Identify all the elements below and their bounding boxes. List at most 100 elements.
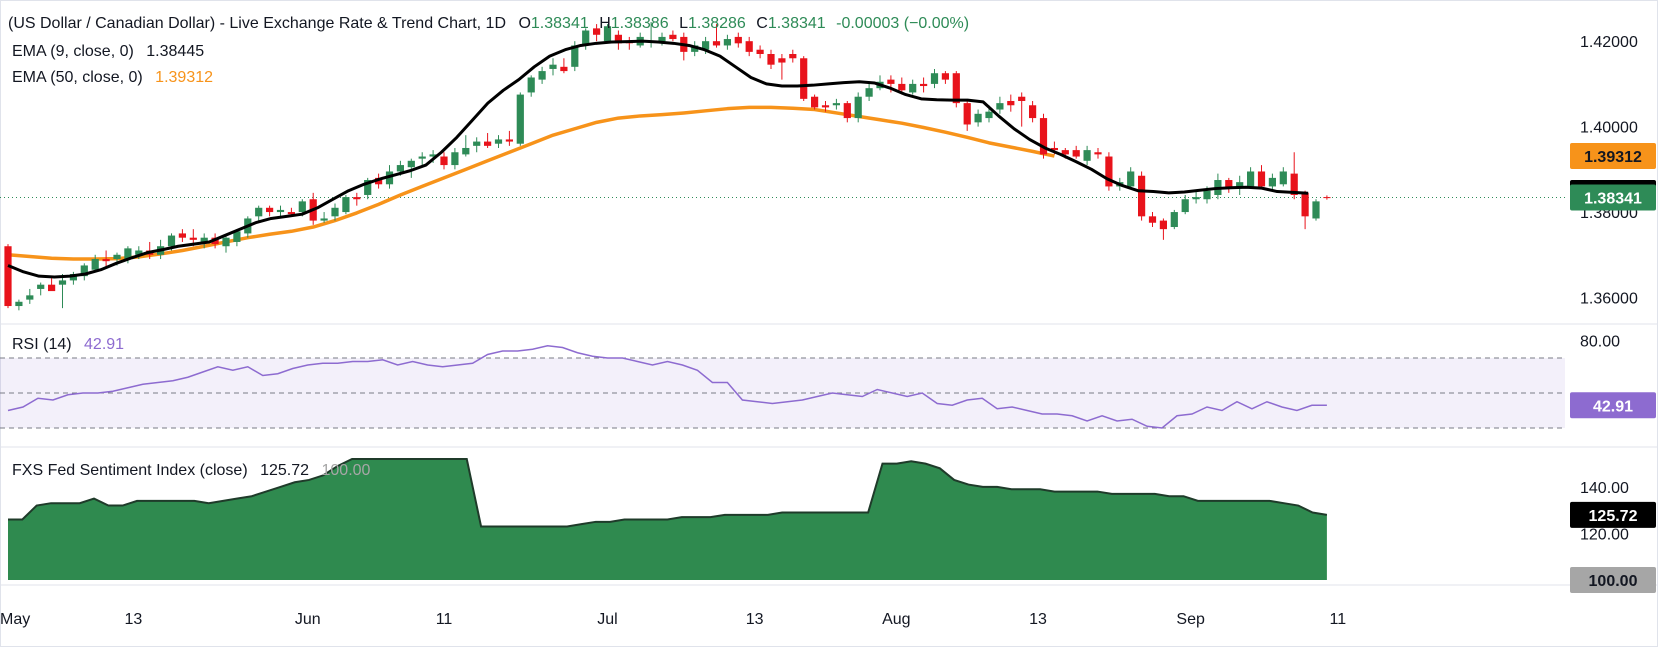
candle-body	[429, 154, 437, 157]
ema9-legend: EMA (9, close, 0) 1.38445	[12, 43, 204, 60]
fed-panel	[8, 457, 1328, 580]
candle-body	[1181, 199, 1189, 213]
time-tick-label: 11	[436, 611, 453, 628]
candle	[69, 271, 77, 285]
candle-body	[222, 237, 230, 247]
candle	[1159, 218, 1167, 240]
ohlc-low: 1.38286	[688, 15, 746, 32]
fed-ref-text: 100.00	[1589, 573, 1638, 590]
candle	[1105, 152, 1113, 191]
candle-body	[1083, 150, 1091, 161]
candle-body	[135, 250, 143, 255]
ohlc-h-label: H	[599, 15, 611, 32]
price-tick-label: 1.40000	[1580, 120, 1638, 137]
candle-body	[255, 207, 263, 217]
candle-body	[1290, 173, 1298, 195]
candle-body	[124, 248, 132, 260]
candle-body	[287, 212, 295, 215]
candle	[4, 244, 12, 309]
candle-body	[1007, 100, 1015, 106]
candle-body	[1159, 220, 1167, 230]
candle	[494, 135, 503, 148]
candle	[200, 233, 208, 249]
candle	[26, 288, 34, 304]
fed-value-box	[1570, 501, 1656, 528]
candle-body	[37, 284, 45, 289]
candle-body	[26, 295, 34, 300]
axes: 1.420001.400001.380001.360001.393121.384…	[0, 34, 1656, 628]
candle	[1018, 92, 1026, 127]
candle-body	[1203, 190, 1211, 200]
candle	[527, 75, 535, 97]
candle-body	[276, 209, 285, 213]
candle-body	[767, 54, 775, 65]
candle-body	[778, 58, 786, 63]
candle	[440, 152, 448, 170]
candle-body	[1127, 171, 1135, 187]
candle	[603, 24, 612, 44]
candle	[451, 147, 459, 170]
candle	[1127, 167, 1135, 189]
rsi-value-label: 42.91	[1570, 392, 1656, 419]
candle-body	[484, 141, 492, 146]
candle-body	[549, 64, 557, 69]
candle-body	[505, 139, 513, 142]
ohlc-close: 1.38341	[768, 15, 826, 32]
candle-body	[1225, 180, 1233, 189]
candle	[745, 36, 753, 57]
candle	[266, 205, 274, 217]
candle	[712, 24, 721, 48]
candle-body	[1094, 152, 1102, 155]
rsi-legend-value: 42.91	[84, 336, 124, 353]
candle-body	[1061, 150, 1069, 155]
candle-body	[952, 73, 960, 104]
candle	[691, 41, 699, 57]
candle	[364, 177, 372, 200]
ema50-legend-value: 1.39312	[155, 69, 213, 86]
candle	[1192, 190, 1200, 204]
ema50-legend-label: EMA (50, close, 0)	[12, 69, 143, 86]
candle-body	[189, 237, 197, 240]
candle	[331, 203, 339, 221]
candle	[767, 49, 775, 69]
candle	[952, 71, 960, 108]
ema50-price-label: 1.39312	[1570, 143, 1656, 170]
candle-body	[996, 103, 1004, 110]
ema50-line	[7, 105, 1055, 261]
candle-body	[1018, 96, 1026, 101]
candle-body	[451, 152, 459, 166]
candle	[920, 77, 928, 93]
candle	[1268, 173, 1276, 191]
candle-body	[985, 111, 993, 119]
fed-tick-label: 120.00	[1580, 526, 1629, 543]
candle	[930, 68, 939, 89]
candle-body	[342, 197, 350, 213]
candle-body	[69, 274, 77, 281]
candle	[821, 100, 830, 112]
candle-body	[4, 246, 12, 307]
price-tick-label: 1.36000	[1580, 290, 1638, 307]
candle-body	[1105, 156, 1113, 187]
candle-body	[571, 45, 579, 67]
ema9-legend-value: 1.38445	[146, 43, 204, 60]
candle	[505, 130, 513, 146]
rsi-legend: RSI (14) 42.91	[12, 336, 124, 353]
ohlc-change: -0.00003 (−0.00%)	[836, 15, 969, 32]
candle-body	[80, 265, 88, 277]
candle-body	[375, 177, 383, 185]
candle-body	[1323, 197, 1331, 199]
candle-body	[1039, 118, 1048, 155]
candle	[1094, 147, 1102, 159]
time-tick-label: Sep	[1176, 611, 1205, 628]
candle	[484, 133, 492, 148]
candle	[614, 30, 622, 50]
candle-body	[462, 147, 470, 155]
candle	[1323, 195, 1331, 200]
candle	[756, 45, 764, 59]
candle	[549, 58, 557, 76]
candle-body	[800, 58, 808, 99]
candle	[1170, 209, 1178, 230]
fed-legend-ref-value: 100.00	[322, 462, 371, 479]
candle-body	[1148, 216, 1157, 223]
candle-body	[745, 41, 753, 52]
